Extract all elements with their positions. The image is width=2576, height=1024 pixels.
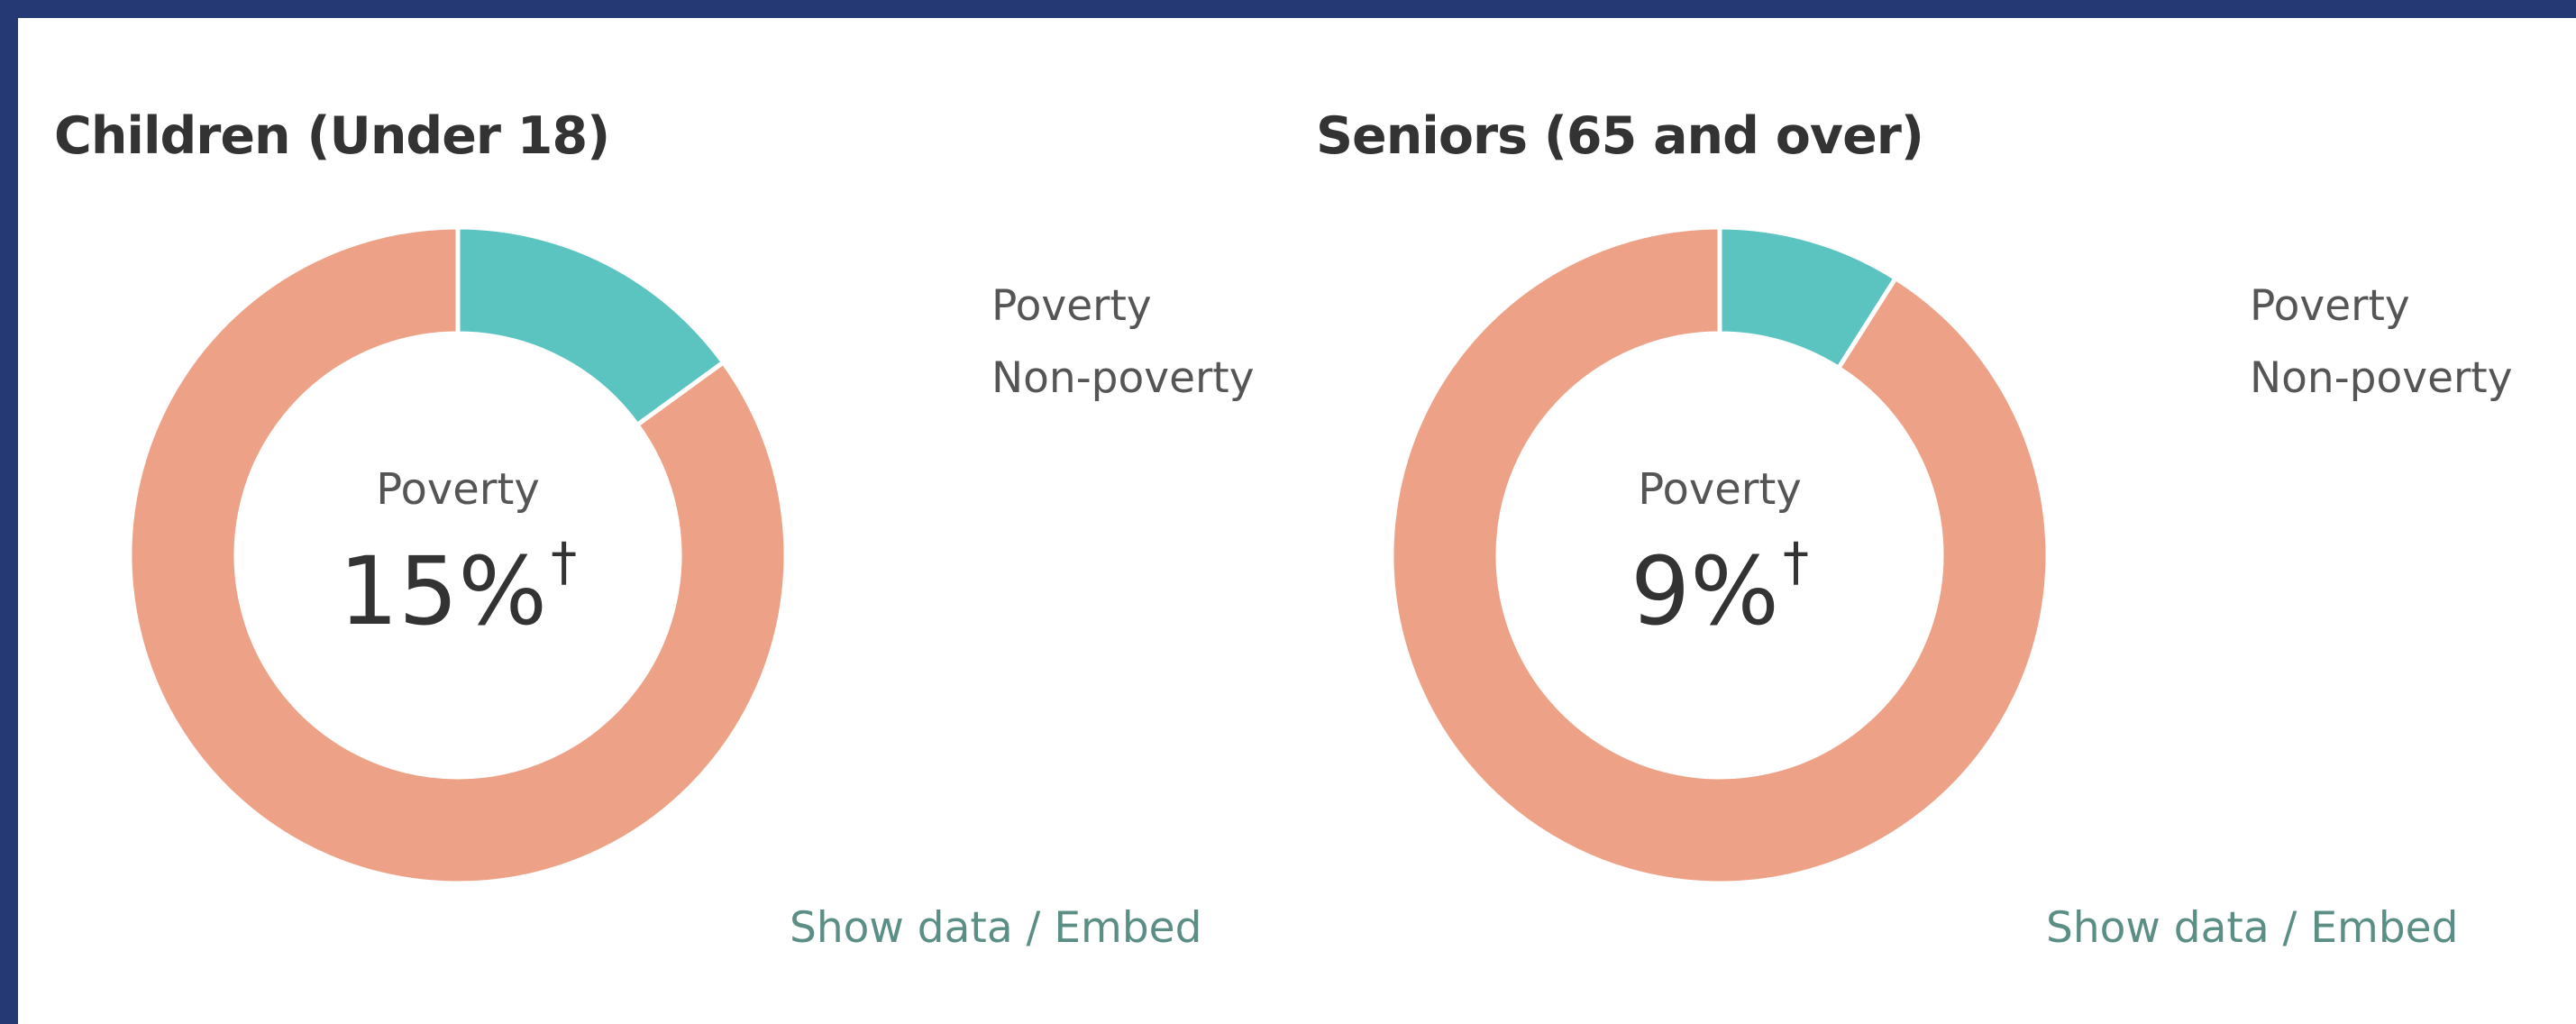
legend-seniors: Poverty Non-poverty (2250, 270, 2513, 415)
chart-title-children: Children (Under 18) (54, 106, 610, 166)
center-value-text: 15% (338, 536, 548, 646)
dagger-mark: † (551, 531, 578, 592)
legend-item-non-poverty[interactable]: Non-poverty (991, 353, 1255, 403)
donut-chart-children (127, 224, 789, 886)
center-label-seniors: Poverty (1638, 464, 1802, 515)
donut-slice-non-poverty[interactable] (127, 224, 789, 886)
center-value-seniors: 9%† (1539, 531, 1900, 646)
legend-item-non-poverty[interactable]: Non-poverty (2250, 353, 2513, 403)
donut-slice-non-poverty[interactable] (1389, 224, 2051, 886)
legend-item-poverty[interactable]: Poverty (2250, 281, 2410, 331)
center-value-children: 15%† (278, 531, 638, 646)
show-data-embed-link-seniors[interactable]: Show data / Embed (2046, 903, 2459, 953)
chart-title-seniors: Seniors (65 and over) (1316, 106, 1924, 166)
center-label-children: Poverty (376, 464, 540, 515)
legend-children: Poverty Non-poverty (991, 270, 1255, 415)
center-value-text: 9% (1631, 536, 1779, 646)
show-data-embed-link-children[interactable]: Show data / Embed (790, 903, 1202, 953)
donut-chart-seniors (1389, 224, 2051, 886)
dagger-mark: † (1783, 531, 1809, 592)
legend-item-poverty[interactable]: Poverty (991, 281, 1152, 331)
